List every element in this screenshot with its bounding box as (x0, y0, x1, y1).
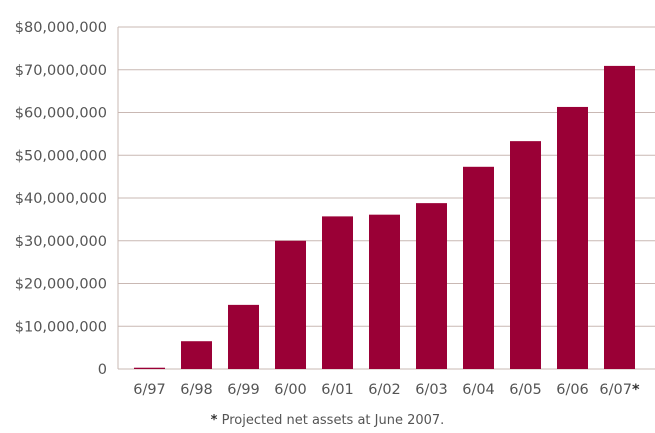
x-tick-label: 6/97 (133, 382, 166, 398)
bar-6-06 (557, 106, 588, 369)
y-tick-label: 0 (98, 362, 107, 378)
bar-6-00 (275, 240, 306, 369)
y-tick-label: $80,000,000 (15, 20, 107, 36)
bar-6-02 (369, 214, 400, 369)
bar-6-98 (181, 341, 212, 369)
y-tick-label: $20,000,000 (15, 277, 107, 293)
bar-6-03 (416, 203, 447, 369)
y-tick-label: $70,000,000 (15, 63, 107, 79)
bar-6-97 (134, 367, 165, 369)
x-axis-tick-labels: 6/97 6/98 6/99 6/00 6/01 6/02 6/03 6/04 6/05 6/06… (133, 382, 640, 398)
footnote-marker: * (210, 413, 218, 428)
footnote-text: Projected net assets at June 2007. (217, 413, 445, 428)
x-tick-label: 6/00 (274, 382, 307, 398)
x-tick-label: 6/05 (509, 382, 542, 398)
x-tick-label: 6/99 (227, 382, 260, 398)
y-tick-label: $40,000,000 (15, 191, 107, 207)
y-axis-tick-labels: 0 $10,000,000 $20,000,000 $30,000,000 $40,00… (15, 20, 107, 378)
y-tick-label: $10,000,000 (15, 319, 107, 335)
x-tick-label: 6/06 (556, 382, 589, 398)
y-tick-label: $50,000,000 (15, 148, 107, 164)
bar-6-05 (510, 141, 541, 369)
bar-6-01 (322, 216, 353, 369)
bars (134, 65, 635, 369)
x-tick-label: 6/07* (599, 382, 640, 398)
bar-6-07 (604, 65, 635, 369)
y-tick-label: $60,000,000 (15, 106, 107, 122)
x-tick-label: 6/03 (415, 382, 448, 398)
bar-6-99 (228, 304, 259, 369)
x-tick-label: 6/02 (368, 382, 401, 398)
x-tick-label: 6/04 (462, 382, 495, 398)
x-tick-label: 6/98 (180, 382, 213, 398)
y-tick-label: $30,000,000 (15, 234, 107, 250)
footnote: * Projected net assets at June 2007. (0, 413, 655, 428)
x-tick-label: 6/01 (321, 382, 354, 398)
bar-6-04 (463, 166, 494, 369)
x-tick-marker: * (632, 382, 640, 398)
